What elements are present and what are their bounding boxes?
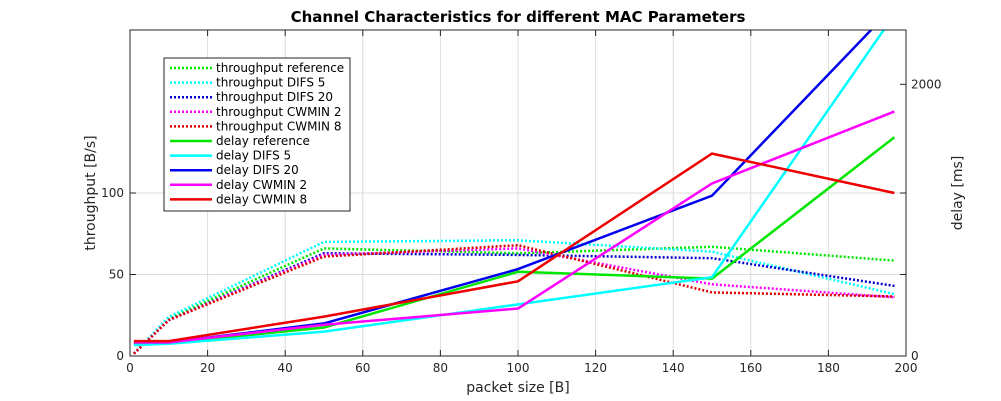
x-tick-label: 200: [895, 361, 918, 375]
y-right-tick-label: 2000: [911, 77, 942, 91]
legend-label: delay reference: [216, 134, 310, 148]
x-tick-label: 60: [355, 361, 370, 375]
y-right-tick-label: 0: [911, 349, 919, 363]
x-tick-label: 140: [662, 361, 685, 375]
legend-label: throughput DIFS 5: [216, 76, 325, 90]
chart-title: Channel Characteristics for different MA…: [291, 8, 746, 26]
legend-label: throughput reference: [216, 61, 344, 75]
series-line-delay-cwmin-8: [133, 152, 895, 343]
legend-label: throughput DIFS 20: [216, 90, 333, 104]
series-layer: [132, 30, 896, 355]
series-line-throughput-cwmin-8: [133, 243, 895, 355]
x-tick-label: 20: [200, 361, 215, 375]
series-line-delay-difs-5: [133, 30, 886, 347]
x-axis-label: packet size [B]: [466, 380, 569, 396]
y-axis-left-label: throughput [B/s]: [83, 135, 99, 250]
y-left-tick-label: 0: [116, 349, 124, 363]
legend-label: delay DIFS 20: [216, 163, 299, 177]
legend-label: throughput CWMIN 2: [216, 105, 341, 119]
x-tick-label: 0: [126, 361, 134, 375]
y-left-tick-label: 100: [101, 186, 124, 200]
x-tick-label: 100: [507, 361, 530, 375]
legend-label: throughput CWMIN 8: [216, 119, 341, 133]
x-tick-label: 80: [433, 361, 448, 375]
x-tick-label: 180: [817, 361, 840, 375]
series-line-throughput-difs-5: [132, 239, 895, 355]
y-axis-right-label: delay [ms]: [950, 156, 966, 231]
x-tick-label: 40: [278, 361, 293, 375]
series-line-delay-cwmin-2: [133, 110, 895, 344]
legend-label: delay DIFS 5: [216, 149, 291, 163]
y-left-tick-label: 50: [109, 268, 124, 282]
legend-label: delay CWMIN 8: [216, 192, 307, 206]
x-tick-label: 120: [584, 361, 607, 375]
x-tick-label: 160: [739, 361, 762, 375]
legend-label: delay CWMIN 2: [216, 178, 307, 192]
